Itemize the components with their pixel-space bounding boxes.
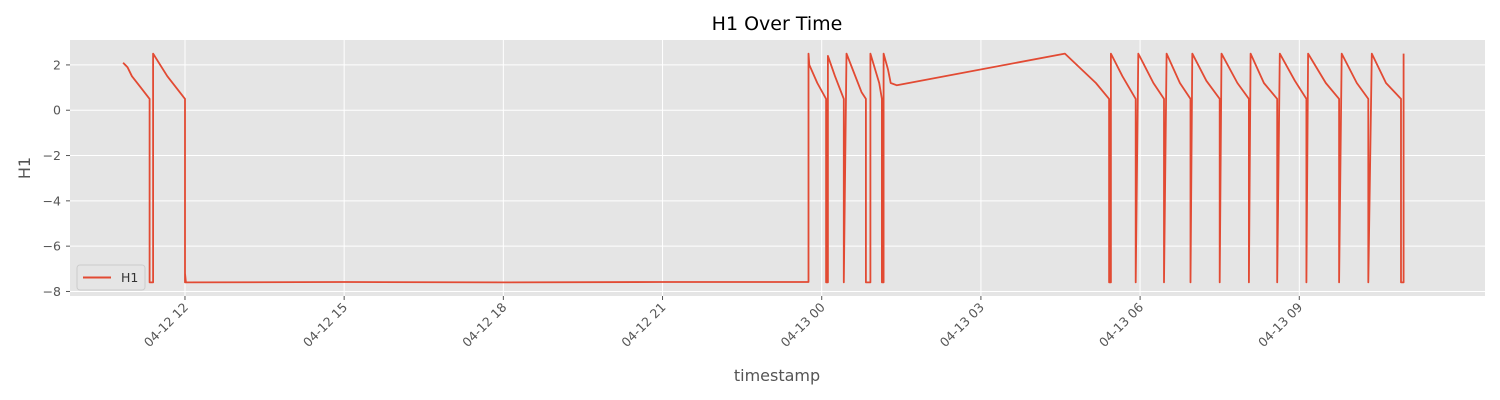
y-tick-label: −6 (43, 239, 61, 254)
series-line-H1 (122, 52, 1405, 284)
x-tick-label: 04-12 21 (618, 300, 668, 350)
legend-label: H1 (121, 270, 138, 285)
y-axis-label: H1 (15, 157, 34, 179)
grid-lines (70, 40, 1485, 296)
x-tick-label: 04-13 03 (937, 300, 987, 350)
plot-area (70, 40, 1485, 296)
y-tick-label: 2 (53, 57, 61, 72)
y-tick-label: −4 (43, 193, 61, 208)
x-tick-label: 04-12 18 (459, 299, 509, 349)
x-tick-label: 04-13 00 (777, 299, 827, 349)
y-tick-label: 0 (53, 103, 61, 118)
x-tick-label: 04-12 12 (141, 300, 191, 350)
x-axis-ticks: 04-12 12 04-12 15 04-12 18 04-12 21 04-13 00… (141, 296, 1305, 350)
x-axis-label: timestamp (734, 366, 820, 385)
x-tick-label: 04-12 15 (300, 300, 350, 350)
legend: H1 (76, 264, 146, 291)
x-tick-label: 04-13 09 (1255, 299, 1305, 349)
y-tick-label: −2 (43, 148, 61, 163)
y-tick-label: −8 (43, 284, 61, 299)
series-layer (122, 52, 1405, 284)
x-tick-label: 04-13 06 (1096, 299, 1146, 349)
chart-title: H1 Over Time (712, 13, 843, 35)
y-axis-ticks: 2 0 −2 −4 −6 −8 (43, 57, 70, 299)
